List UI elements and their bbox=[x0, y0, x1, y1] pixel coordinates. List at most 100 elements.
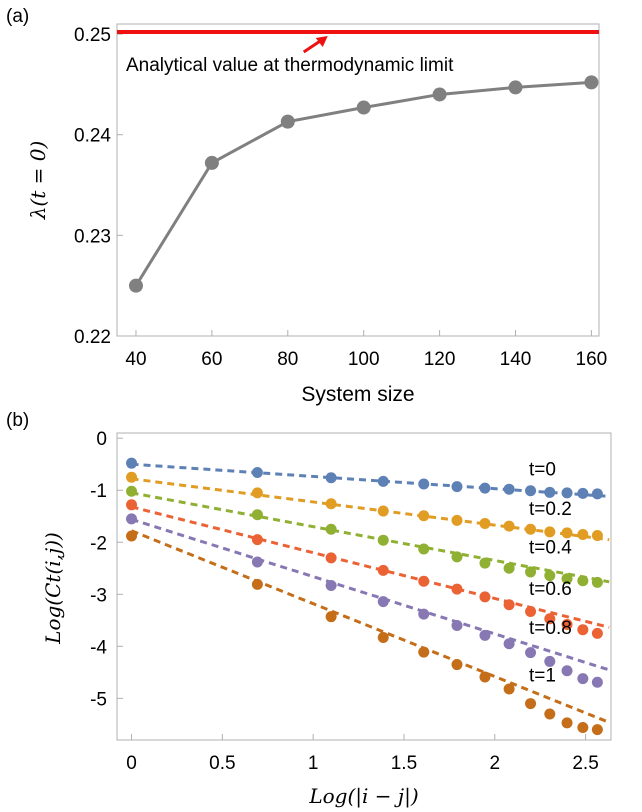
panel-b-x-tick-label: 0 bbox=[126, 753, 137, 774]
data-point-t-1 bbox=[525, 698, 537, 710]
panel-a-frame bbox=[116, 23, 600, 337]
data-point-t-1 bbox=[126, 530, 138, 542]
data-point-t-0.6 bbox=[418, 575, 430, 587]
panel-a-data-point bbox=[204, 155, 219, 170]
data-point-t-0.2 bbox=[544, 526, 556, 538]
data-point-t-0.6 bbox=[503, 599, 515, 611]
data-point-t-0.6 bbox=[577, 624, 589, 636]
data-point-t-1 bbox=[591, 724, 603, 736]
data-point-t-0.2 bbox=[418, 510, 430, 522]
panel-a-x-tick-label: 120 bbox=[424, 349, 456, 370]
data-point-t-0.4 bbox=[451, 551, 463, 563]
panel-b-y-tick-label: -2 bbox=[90, 533, 107, 554]
data-point-t-1 bbox=[544, 708, 556, 720]
panel-b-x-tick-label: 0.5 bbox=[209, 753, 235, 774]
panel-b-x-tick-label: 1 bbox=[308, 753, 319, 774]
data-point-t-0 bbox=[325, 472, 337, 484]
series-label-t-0.6: t=0.6 bbox=[529, 579, 572, 600]
data-point-t-0.8 bbox=[126, 513, 138, 525]
data-point-t-0.6 bbox=[451, 583, 463, 595]
panel-b-series-labels: t=0 t=0.2 t=0.4 t=0.6 t=0.8 t=1 bbox=[529, 459, 572, 686]
data-point-t-0 bbox=[126, 457, 138, 469]
data-point-t-1 bbox=[479, 671, 491, 683]
data-point-t-0.2 bbox=[377, 505, 389, 517]
panel-b-label: (b) bbox=[6, 410, 29, 431]
data-point-t-0.8 bbox=[503, 638, 515, 650]
data-point-t-0 bbox=[561, 487, 573, 499]
data-point-t-0.8 bbox=[544, 655, 556, 667]
data-point-t-1 bbox=[503, 683, 515, 695]
panel-b-points bbox=[126, 457, 603, 736]
panel-a-x-ticks: 40 60 80 100 120 140 160 bbox=[125, 330, 607, 370]
data-point-t-0 bbox=[418, 478, 430, 490]
data-point-t-0.6 bbox=[591, 627, 603, 639]
data-point-t-0.6 bbox=[544, 613, 556, 625]
panel-b-y-tick-label: -4 bbox=[90, 637, 107, 658]
panel-a-x-title: System size bbox=[301, 383, 414, 406]
data-point-t-0 bbox=[577, 487, 589, 499]
data-point-t-1 bbox=[561, 717, 573, 729]
data-point-t-0.2 bbox=[591, 530, 603, 542]
panel-a-y-tick-label: 0.22 bbox=[74, 327, 111, 348]
panel-b-x-tick-label: 2.5 bbox=[572, 753, 598, 774]
data-point-t-0.6 bbox=[561, 618, 573, 630]
data-point-t-0.6 bbox=[325, 552, 337, 564]
data-point-t-0.4 bbox=[525, 566, 537, 578]
data-point-t-0.4 bbox=[561, 573, 573, 585]
data-point-t-0.4 bbox=[126, 485, 138, 497]
panel-a-y-ticks: 0.22 0.23 0.24 0.25 bbox=[74, 25, 123, 348]
data-point-t-0.2 bbox=[561, 527, 573, 539]
data-point-t-0.4 bbox=[325, 523, 337, 535]
panel-a-y-tick-label: 0.23 bbox=[74, 226, 111, 247]
panel-b-x-tick-label: 2 bbox=[489, 753, 500, 774]
panel-b-y-ticks: 0 -1 -2 -3 -4 -5 bbox=[90, 429, 123, 710]
panel-a-annotation-arrow bbox=[302, 38, 323, 54]
series-label-t-0: t=0 bbox=[529, 459, 556, 480]
data-point-t-0.4 bbox=[251, 509, 263, 521]
data-point-t-0.2 bbox=[451, 514, 463, 526]
panel-a-annotation-arrowhead bbox=[315, 36, 328, 48]
data-point-t-0.6 bbox=[479, 591, 491, 603]
series-label-t-0.2: t=0.2 bbox=[529, 499, 572, 520]
panel-a-plot: 0.22 0.23 0.24 0.25 40 60 80 100 120 140 160 Anal… bbox=[26, 23, 607, 406]
data-point-t-0 bbox=[451, 481, 463, 493]
data-point-t-0.2 bbox=[251, 487, 263, 499]
panel-b-y-title: Log(Ct(i,j)) bbox=[41, 532, 65, 645]
panel-b-frame bbox=[116, 432, 612, 741]
panel-b-y-tick-label: -1 bbox=[90, 481, 107, 502]
data-point-t-0.8 bbox=[525, 647, 537, 659]
data-point-t-0.4 bbox=[377, 534, 389, 546]
data-point-t-0.8 bbox=[325, 579, 337, 591]
data-point-t-1 bbox=[325, 611, 337, 623]
panel-a-points bbox=[128, 75, 599, 293]
data-point-t-1 bbox=[451, 659, 463, 671]
panel-b-x-ticks: 0 0.5 1 1.5 2 2.5 bbox=[126, 734, 599, 774]
data-point-t-0.2 bbox=[126, 471, 138, 483]
data-point-t-0.8 bbox=[251, 556, 263, 568]
series-label-t-0.8: t=0.8 bbox=[529, 618, 572, 639]
data-point-t-0 bbox=[503, 483, 515, 495]
panel-a-y-tick-label: 0.25 bbox=[74, 25, 111, 46]
panel-a-data-point bbox=[128, 278, 143, 293]
panel-a-x-tick-label: 40 bbox=[125, 349, 146, 370]
fit-line-t-1 bbox=[130, 529, 610, 724]
panel-b-x-title: Log(|i − j|) bbox=[308, 784, 418, 809]
data-point-t-0.6 bbox=[251, 534, 263, 546]
data-point-t-0.2 bbox=[479, 518, 491, 530]
data-point-t-0.4 bbox=[418, 543, 430, 555]
data-point-t-0.8 bbox=[577, 673, 589, 685]
data-point-t-0.6 bbox=[126, 499, 138, 511]
panel-b-y-tick-label: -5 bbox=[90, 689, 107, 710]
data-point-t-1 bbox=[377, 631, 389, 643]
data-point-t-0.4 bbox=[503, 562, 515, 574]
series-label-t-1: t=1 bbox=[529, 665, 556, 686]
data-point-t-0.8 bbox=[561, 665, 573, 677]
data-point-t-0.2 bbox=[325, 498, 337, 510]
data-point-t-0 bbox=[377, 475, 389, 487]
data-point-t-1 bbox=[418, 646, 430, 658]
data-point-t-0 bbox=[525, 485, 537, 497]
panel-a-data-point bbox=[432, 87, 447, 102]
data-point-t-0.8 bbox=[479, 629, 491, 641]
data-point-t-1 bbox=[251, 578, 263, 590]
